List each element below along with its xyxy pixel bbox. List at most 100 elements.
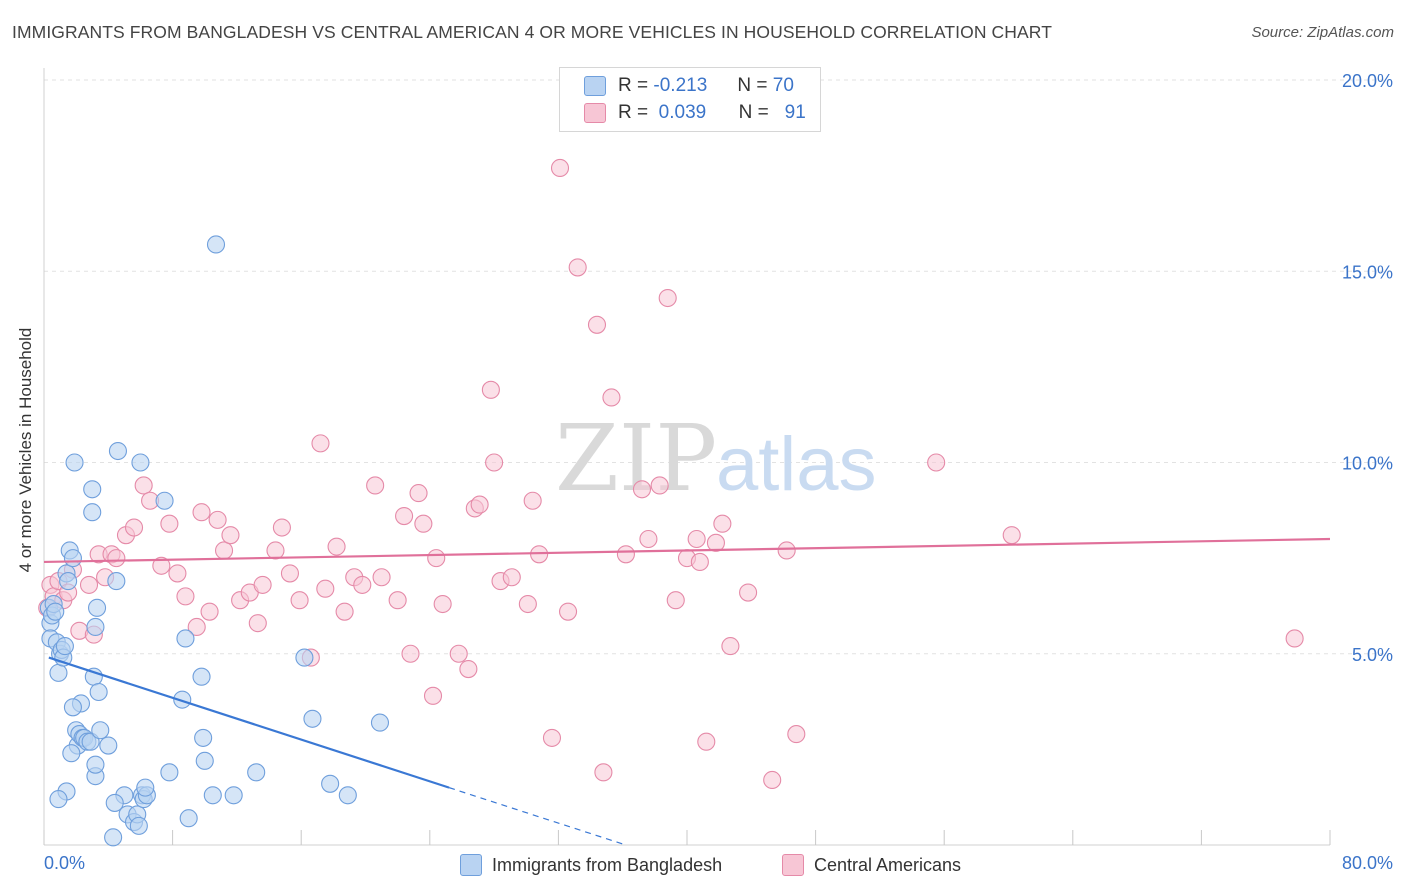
central-americans-point [650, 476, 669, 495]
bangladesh-point [108, 441, 127, 461]
bangladesh-point [83, 503, 102, 522]
bangladesh-point [83, 480, 102, 499]
central-americans-point [739, 583, 758, 602]
axis-layer [43, 68, 1331, 846]
bangladesh-point [46, 602, 65, 621]
central-americans-point [335, 602, 354, 621]
pink-swatch [584, 103, 606, 123]
legend-label-bangladesh: Immigrants from Bangladesh [492, 854, 723, 875]
central-americans-point [168, 564, 187, 583]
central-americans-point [639, 529, 658, 549]
y-axis-label-wrap: 4 or more Vehicles in Household [6, 250, 46, 650]
central-americans-point [401, 644, 420, 663]
chart-title: IMMIGRANTS FROM BANGLADESH VS CENTRAL AM… [12, 22, 1052, 42]
central-americans-point [602, 388, 621, 407]
r-label: R = [618, 102, 649, 123]
bangladesh-point [107, 572, 126, 591]
bangladesh-trendline [48, 656, 450, 789]
y-tick-label: 5.0% [1352, 645, 1393, 665]
bangladesh-point [86, 755, 105, 774]
legend-item-central-americans: Central Americans [782, 852, 961, 878]
bangladesh-point [89, 682, 108, 702]
central-americans-point [214, 541, 234, 560]
central-americans-point [787, 725, 806, 744]
central-americans-point [248, 614, 267, 633]
central-americans-point [423, 686, 443, 705]
bangladesh-point [192, 667, 211, 686]
central-americans-point [208, 510, 227, 529]
bangladesh-point [104, 828, 123, 847]
central-americans-point [658, 288, 677, 308]
bangladesh-point [62, 744, 81, 763]
x-tick-label: 0.0% [44, 853, 85, 873]
bangladesh-points [39, 235, 390, 847]
bangladesh-point [206, 235, 226, 254]
central-americans-point [427, 549, 446, 568]
central-americans-point [594, 763, 613, 782]
central-americans-point [152, 556, 171, 575]
central-americans-point [433, 594, 452, 614]
bangladesh-point [295, 648, 314, 667]
central-americans-point [327, 537, 346, 556]
bangladesh-point [99, 736, 118, 755]
y-axis-label: 4 or more Vehicles in Household [16, 327, 35, 573]
bangladesh-point [173, 690, 192, 709]
central-americans-point [372, 568, 391, 587]
bangladesh-point [59, 572, 78, 591]
central-americans-point [666, 591, 685, 610]
central-americans-point [192, 503, 211, 522]
legend-row-bangladesh: R = -0.213 N = 70 [584, 73, 794, 99]
y-tick-label: 20.0% [1342, 71, 1393, 91]
central-americans-point [481, 380, 500, 399]
bangladesh-point [321, 774, 340, 793]
central-americans-points [38, 158, 1304, 790]
r-value: 0.039 [658, 102, 707, 123]
pink-swatch [782, 854, 804, 876]
central-americans-point [927, 453, 946, 472]
bangladesh-point [303, 709, 322, 728]
legend-item-bangladesh: Immigrants from Bangladesh [460, 852, 722, 878]
bangladesh-point [160, 763, 179, 782]
central-americans-point [687, 529, 706, 549]
central-americans-point [79, 575, 99, 594]
central-americans-point [558, 602, 578, 621]
central-americans-point [395, 506, 414, 526]
y-tick-label: 10.0% [1342, 454, 1393, 474]
central-americans-point [266, 541, 285, 560]
grid-layer [44, 79, 1390, 655]
n-label: N = [738, 102, 769, 123]
bangladesh-point [86, 617, 105, 637]
central-americans-point [272, 518, 291, 537]
central-americans-point [107, 549, 126, 568]
bangladesh-point [49, 790, 68, 809]
central-americans-trendline [43, 537, 1331, 564]
bangladesh-point [176, 629, 195, 648]
central-americans-point [449, 644, 468, 663]
central-americans-point [134, 476, 153, 495]
bangladesh-point [195, 751, 214, 770]
central-americans-point [124, 518, 144, 537]
central-americans-point [502, 568, 521, 587]
n-value: 70 [772, 75, 794, 96]
trend-lines [43, 537, 1331, 846]
central-americans-point [1002, 526, 1021, 545]
bangladesh-point [224, 786, 243, 805]
blue-swatch [460, 854, 482, 876]
central-americans-point [316, 579, 335, 598]
legend-label-central-americans: Central Americans [814, 854, 962, 875]
correlation-legend: R = -0.213 N = 70 R = 0.039 N = 91 [559, 67, 821, 132]
bangladesh-point [338, 786, 357, 805]
central-americans-point [706, 533, 725, 552]
central-americans-point [388, 591, 407, 610]
bangladesh-point [194, 728, 213, 747]
bangladesh-point [105, 793, 124, 812]
bangladesh-point [131, 453, 150, 472]
watermark-atlas: atlas [716, 422, 877, 507]
central-americans-point [353, 575, 372, 594]
r-value: -0.213 [653, 75, 708, 96]
bangladesh-point [155, 491, 174, 510]
bangladesh-point [129, 816, 148, 835]
central-americans-point [160, 514, 179, 533]
central-americans-point [632, 480, 652, 499]
